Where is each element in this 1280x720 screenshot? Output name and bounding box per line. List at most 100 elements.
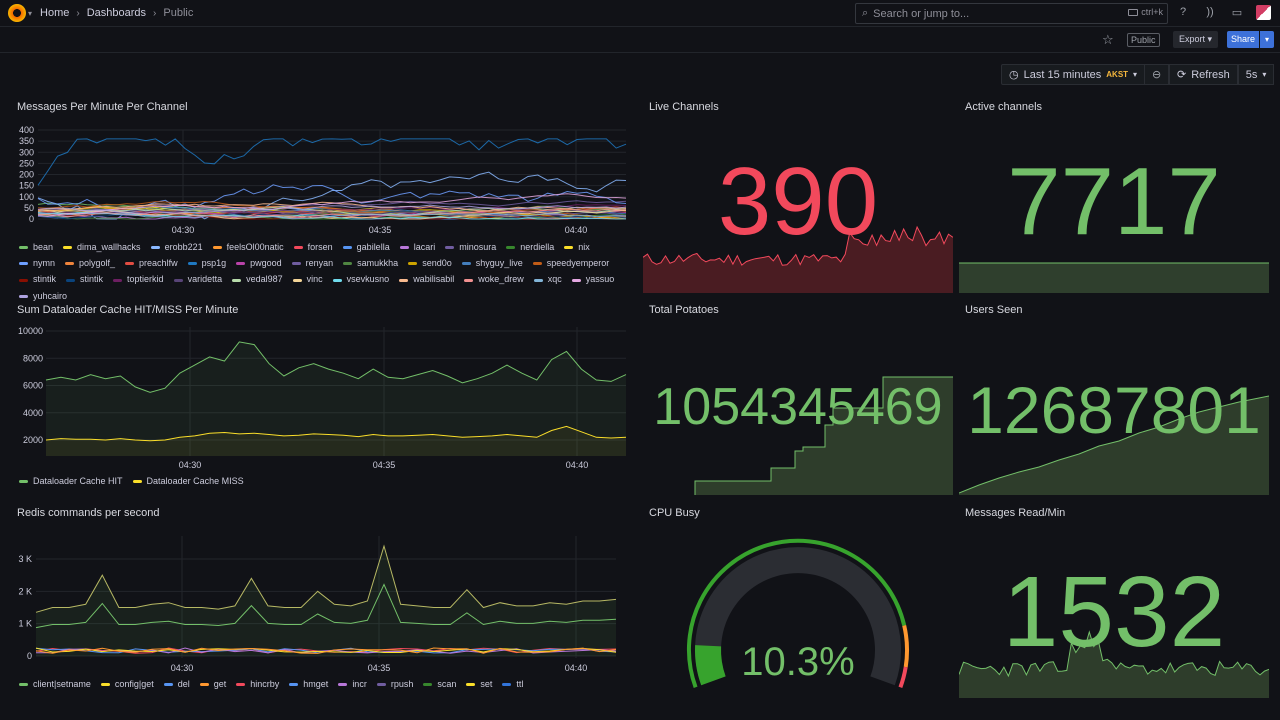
y-tick-label: 0 <box>29 214 34 224</box>
grafana-logo-icon[interactable] <box>8 4 26 22</box>
legend-item[interactable]: xqc <box>533 272 562 288</box>
news-feed-icon[interactable]: )) <box>1206 6 1214 18</box>
legend-item[interactable]: Dataloader Cache MISS <box>132 474 244 490</box>
panel-title[interactable]: CPU Busy <box>649 507 700 519</box>
legend-item[interactable]: get <box>199 677 226 693</box>
legend-item[interactable]: minosura <box>445 240 496 256</box>
zoom-out-button[interactable]: ⊖ <box>1145 64 1170 85</box>
panel-title[interactable]: Users Seen <box>965 304 1023 316</box>
legend-item[interactable]: varidetta <box>173 272 222 288</box>
panel-title[interactable]: Messages Per Minute Per Channel <box>17 101 188 113</box>
panel-title[interactable]: Redis commands per second <box>17 507 160 519</box>
series-area <box>46 426 626 456</box>
time-range-button[interactable]: ◷ Last 15 minutes AKST ▾ <box>1001 64 1146 85</box>
star-icon[interactable]: ☆ <box>1102 32 1114 47</box>
legend-item[interactable]: stintik <box>19 272 56 288</box>
legend-item[interactable]: feelsOl00natic <box>212 240 284 256</box>
refresh-button[interactable]: ⟳ Refresh <box>1169 64 1238 85</box>
legend-item[interactable]: client|setname <box>19 677 91 693</box>
legend-item[interactable]: bean <box>19 240 53 256</box>
legend-item[interactable]: incr <box>338 677 367 693</box>
kiosk-mode-icon[interactable]: ▭ <box>1231 6 1243 19</box>
legend-item[interactable]: shyguy_live <box>461 256 523 272</box>
legend-swatch <box>150 246 160 249</box>
legend-item[interactable]: nix <box>564 240 590 256</box>
legend-item[interactable]: nerdiella <box>506 240 554 256</box>
legend-item[interactable]: vedal987 <box>232 272 283 288</box>
legend-label: hincrby <box>250 678 280 689</box>
legend-swatch <box>376 683 386 686</box>
legend-label: polygolf_ <box>79 258 116 268</box>
search-input[interactable]: ⌕ Search or jump to... ctrl+k <box>855 3 1168 24</box>
legend-label: scan <box>437 678 457 689</box>
legend-item[interactable]: send0o <box>408 256 452 272</box>
avatar[interactable] <box>1256 4 1271 20</box>
legend-item[interactable]: del <box>163 677 190 693</box>
sparkline-area <box>959 263 1269 293</box>
legend-item[interactable]: pwgood <box>236 256 282 272</box>
legend-swatch <box>291 262 301 266</box>
legend-item[interactable]: set <box>466 677 492 693</box>
y-tick-label: 400 <box>19 125 34 135</box>
legend-item[interactable]: erobb221 <box>150 240 203 256</box>
legend-item[interactable]: nymn <box>19 256 55 272</box>
legend-label: send0o <box>422 258 452 268</box>
x-tick-label: 04:30 <box>172 225 195 235</box>
export-button[interactable]: Export ▾ <box>1173 31 1219 48</box>
legend-label: shyguy_live <box>475 258 523 268</box>
refresh-interval-button[interactable]: 5s ▾ <box>1237 64 1275 85</box>
legend-item[interactable]: config|get <box>100 677 154 693</box>
sparkline-line <box>959 395 1269 494</box>
legend-item[interactable]: yuhcairo <box>19 289 67 305</box>
legend-item[interactable]: psp1g <box>187 256 226 272</box>
legend-item[interactable]: rpush <box>376 677 413 693</box>
legend-item[interactable]: ttl <box>502 677 523 693</box>
panel-title[interactable]: Messages Read/Min <box>965 507 1066 519</box>
top-navbar: ▾ Home › Dashboards › Public ⌕ Search or… <box>0 0 1280 27</box>
legend-item[interactable]: renyan <box>291 256 333 272</box>
panel-title[interactable]: Total Potatoes <box>649 304 719 316</box>
legend-item[interactable]: woke_drew <box>464 272 524 288</box>
breadcrumb-home[interactable]: Home <box>40 7 70 19</box>
series-line <box>35 583 617 629</box>
messages-read-value: 1532 <box>1002 556 1226 668</box>
legend-item[interactable]: yassuo <box>571 272 614 288</box>
legend-swatch <box>338 683 348 686</box>
panel-title[interactable]: Live Channels <box>649 101 719 113</box>
legend-item[interactable]: gabilella <box>342 240 390 256</box>
legend-item[interactable]: samukkha <box>343 256 398 272</box>
legend-item[interactable]: vsevkusno <box>332 272 389 288</box>
legend-item[interactable]: toptierkid <box>113 272 164 288</box>
chevron-down-icon[interactable]: ▾ <box>28 8 33 18</box>
legend-item[interactable]: dima_wallhacks <box>63 240 141 256</box>
help-icon[interactable]: ? <box>1179 6 1187 18</box>
breadcrumb-dashboards[interactable]: Dashboards <box>86 7 147 19</box>
legend-item[interactable]: Dataloader Cache HIT <box>19 474 123 490</box>
public-badge: Public <box>1127 33 1160 47</box>
y-tick-label: 300 <box>19 147 34 157</box>
panel-title[interactable]: Sum Dataloader Cache HIT/MISS Per Minute <box>17 304 239 316</box>
legend-item[interactable]: hincrby <box>236 677 279 693</box>
legend-item[interactable]: preachlfw <box>125 256 178 272</box>
panel-title[interactable]: Active channels <box>965 101 1043 113</box>
legend-item[interactable]: hmget <box>289 677 328 693</box>
share-button[interactable]: Share <box>1227 31 1259 48</box>
y-tick-label: 6000 <box>23 381 43 391</box>
sparkline-line <box>643 225 953 266</box>
legend-item[interactable]: polygolf_ <box>65 256 115 272</box>
legend-swatch <box>532 262 542 266</box>
legend-label: del <box>177 678 190 689</box>
legend-item[interactable]: wabilisabil <box>399 272 454 288</box>
legend-item[interactable]: lacari <box>399 240 435 256</box>
legend-item[interactable]: scan <box>423 677 456 693</box>
users-seen-value: 12687801 <box>967 373 1261 447</box>
legend-item[interactable]: vinc <box>292 272 323 288</box>
series-line <box>35 544 617 613</box>
legend-swatch <box>19 246 28 249</box>
legend-item[interactable]: forsen <box>293 240 333 256</box>
legend-item[interactable]: speedyemperor <box>532 256 609 272</box>
legend-item[interactable]: stintik <box>66 272 103 288</box>
share-dropdown-button[interactable]: ▾ <box>1260 31 1274 48</box>
legend-swatch <box>19 480 28 483</box>
